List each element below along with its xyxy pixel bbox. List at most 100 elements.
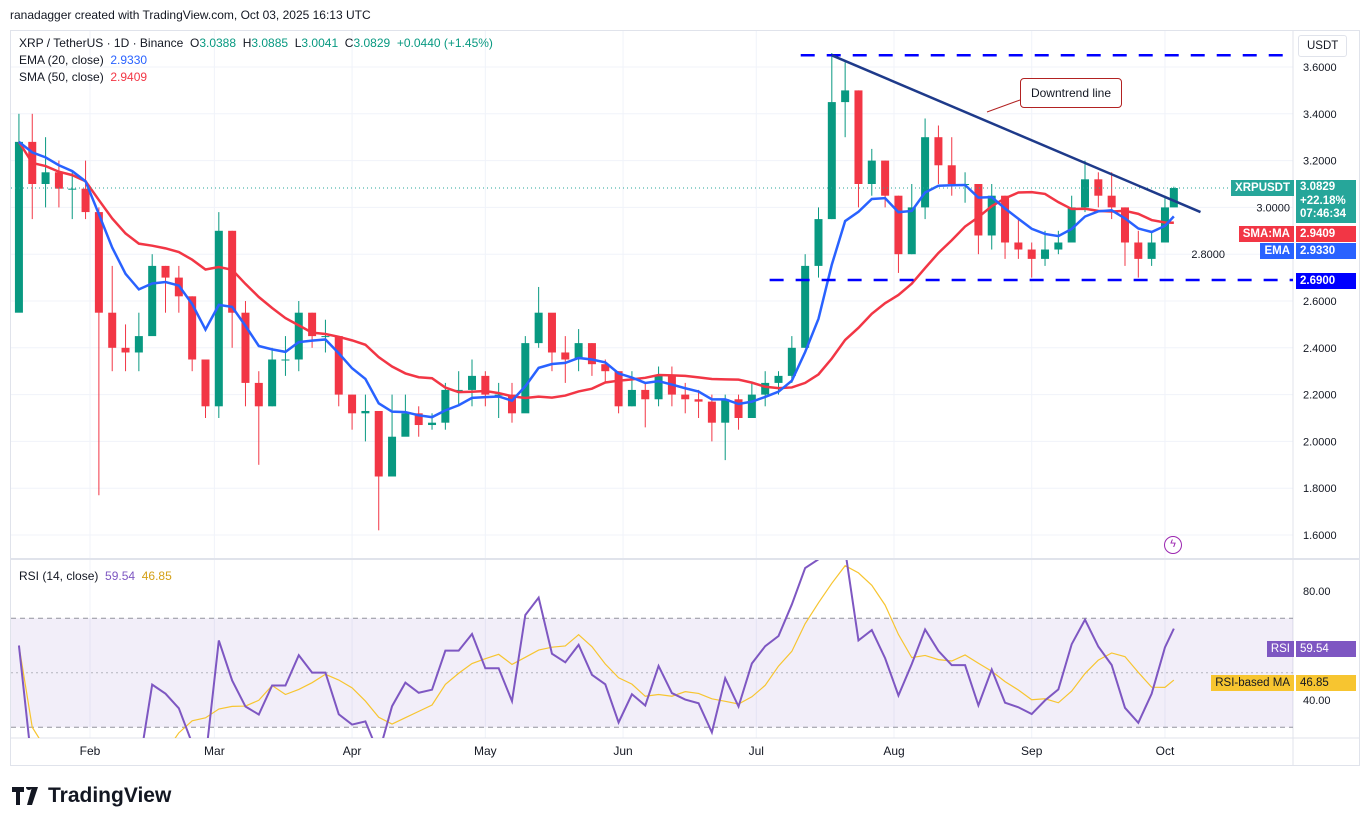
- candle-body: [627, 389, 636, 407]
- candle-body: [1081, 179, 1090, 208]
- candle-body: [1054, 242, 1063, 250]
- candle-body: [507, 394, 516, 414]
- price-tick-label: 1.8000: [1303, 483, 1337, 495]
- candle-body: [694, 399, 703, 402]
- candle-body: [454, 389, 463, 391]
- candle-body: [14, 141, 23, 313]
- ema-line: [18, 140, 1175, 419]
- candle-body: [561, 352, 570, 360]
- candle-body: [934, 137, 943, 166]
- price-tick-label: 3.2000: [1303, 156, 1337, 168]
- candle-body: [1067, 207, 1076, 243]
- currency-label[interactable]: USDT: [1298, 35, 1348, 57]
- candle-body: [521, 343, 530, 414]
- candle-body: [161, 265, 170, 278]
- last-price-tag: 3.0829 +22.18% 07:46:34: [1296, 180, 1356, 223]
- credit-text: ranadagger created with TradingView.com,…: [10, 8, 371, 22]
- candle-body: [81, 188, 90, 213]
- open-label: O: [189, 36, 200, 50]
- candle-body: [68, 188, 77, 190]
- candle-body: [854, 90, 863, 184]
- price-tick-label: 2.0000: [1303, 436, 1337, 448]
- rsi-value: 59.54: [105, 569, 136, 583]
- rsi-line: [17, 560, 1175, 738]
- candle-body: [974, 184, 983, 236]
- candle-body: [94, 212, 103, 313]
- candle-body: [654, 375, 663, 400]
- candle-body: [414, 413, 423, 426]
- candle-body: [601, 364, 610, 372]
- change-value: +0.0440 (+1.45%): [396, 36, 493, 50]
- candle-body: [1134, 242, 1143, 259]
- ema-tag: EMA: [1260, 243, 1294, 259]
- candle-body: [707, 401, 716, 423]
- candle-body: [947, 165, 956, 184]
- time-tick-label: Sep: [1021, 744, 1043, 758]
- rsi-label: RSI (14, close): [19, 569, 99, 583]
- downtrend-line: [831, 54, 1201, 214]
- symbol-legend: XRP / TetherUS · 1D · Binance O3.0388 H3…: [19, 36, 493, 50]
- candle-body: [214, 230, 223, 407]
- candle-body: [881, 160, 890, 196]
- candle-body: [787, 347, 796, 376]
- candle-body: [641, 389, 650, 400]
- annotation-text: Downtrend line: [1030, 86, 1112, 100]
- tradingview-logo[interactable]: TradingView: [12, 784, 171, 808]
- price-tick-label: 2.2000: [1303, 390, 1337, 402]
- rsi-ma-value: 46.85: [141, 569, 172, 583]
- candle-body: [334, 336, 343, 395]
- sma-tag: SMA:MA: [1238, 226, 1294, 242]
- close-value: 3.0829: [353, 36, 391, 50]
- candle-body: [827, 102, 836, 220]
- last-change: +22.18%: [1300, 194, 1346, 207]
- candle-body: [308, 312, 317, 337]
- candle-body: [121, 347, 130, 353]
- rsi-tick-label: 80.00: [1303, 586, 1331, 598]
- bar-countdown: 07:46:34: [1300, 208, 1347, 220]
- time-tick-label: Feb: [80, 744, 101, 758]
- candle-body: [1014, 242, 1023, 250]
- candle-body: [867, 160, 876, 184]
- candle-body: [254, 382, 263, 407]
- candle-body: [401, 413, 410, 437]
- ema-price-tag: 2.9330: [1296, 243, 1356, 259]
- candle-body: [681, 394, 690, 400]
- rsi-legend[interactable]: RSI (14, close) 59.54 46.85: [19, 569, 172, 583]
- candle-body: [534, 312, 543, 344]
- support-price-tag: 2.6900: [1296, 273, 1356, 289]
- rsi-tag: RSI: [1266, 641, 1294, 657]
- candle-body: [494, 394, 503, 396]
- ema-value: 2.9330: [110, 53, 148, 67]
- downtrend-annotation[interactable]: Downtrend line: [1020, 78, 1122, 108]
- candles: [14, 52, 1178, 531]
- price-tick-label: 3.0000: [1256, 202, 1290, 214]
- candle-body: [587, 343, 596, 365]
- close-label: C: [344, 36, 354, 50]
- candle-body: [1107, 195, 1116, 208]
- sma-price-tag: 2.9409: [1296, 226, 1356, 242]
- candle-body: [1041, 249, 1050, 259]
- candle-body: [388, 436, 397, 477]
- tradingview-logo-icon: [12, 787, 38, 805]
- candle-body: [987, 195, 996, 236]
- candle-body: [361, 410, 370, 414]
- candle-body: [268, 359, 277, 407]
- sma-value: 2.9409: [110, 70, 148, 84]
- price-tick-label: 3.4000: [1303, 109, 1337, 121]
- sma-legend[interactable]: SMA (50, close) 2.9409: [19, 70, 147, 84]
- candle-body: [907, 207, 916, 255]
- candle-body: [801, 265, 810, 348]
- ema-legend[interactable]: EMA (20, close) 2.9330: [19, 53, 147, 67]
- candle-body: [547, 312, 556, 353]
- candle-body: [441, 389, 450, 423]
- alert-icon[interactable]: ϟ: [1164, 536, 1182, 554]
- candle-body: [108, 312, 117, 348]
- last-price: 3.0829: [1300, 181, 1336, 193]
- rsi-ma-tag: RSI-based MA: [1211, 675, 1294, 691]
- symbol-tag: XRPUSDT: [1231, 180, 1294, 196]
- candle-body: [761, 382, 770, 395]
- candle-body: [201, 359, 210, 407]
- candle-body: [614, 371, 623, 407]
- time-tick-label: Aug: [883, 744, 904, 758]
